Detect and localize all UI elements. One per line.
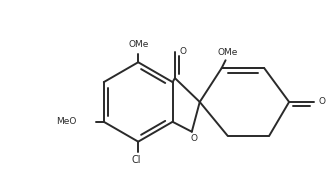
- Text: O: O: [179, 47, 186, 56]
- Text: O: O: [318, 97, 325, 106]
- Text: Cl: Cl: [131, 155, 141, 164]
- Text: MeO: MeO: [56, 117, 76, 126]
- Text: OMe: OMe: [128, 40, 148, 49]
- Text: O: O: [190, 134, 197, 143]
- Text: OMe: OMe: [217, 48, 238, 57]
